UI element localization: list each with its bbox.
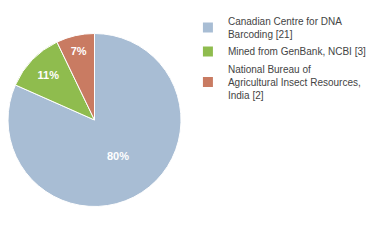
svg-text:National Bureau ofAgricultural: National Bureau ofAgricultural Insect Re… (228, 64, 361, 101)
svg-text:80%: 80% (107, 150, 129, 162)
svg-text:Canadian Centre for DNABarcodi: Canadian Centre for DNABarcoding [21] (228, 16, 342, 40)
svg-text:11%: 11% (37, 69, 59, 81)
svg-text:7%: 7% (71, 45, 87, 57)
svg-text:Mined from GenBank, NCBI [3]: Mined from GenBank, NCBI [3] (228, 46, 366, 57)
